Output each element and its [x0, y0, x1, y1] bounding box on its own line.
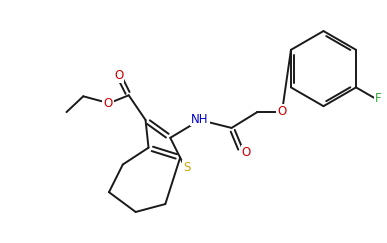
Text: O: O: [242, 146, 251, 159]
Text: O: O: [277, 105, 287, 118]
Text: O: O: [114, 69, 123, 82]
Text: S: S: [183, 161, 191, 174]
Text: O: O: [103, 97, 113, 110]
Text: NH: NH: [191, 113, 209, 126]
Text: F: F: [375, 92, 381, 105]
